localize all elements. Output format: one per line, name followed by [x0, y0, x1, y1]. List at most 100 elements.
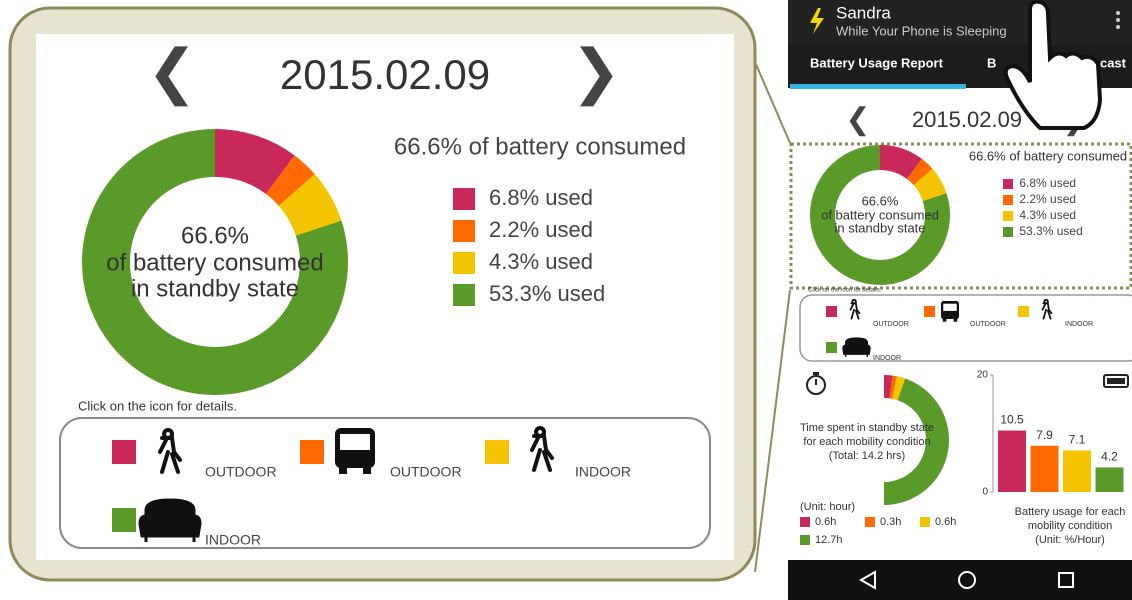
- caption: (Unit: %/Hour): [1035, 534, 1105, 546]
- mobility-label: INDOOR: [575, 464, 631, 480]
- donut-segment: [278, 174, 342, 236]
- bus-window: [943, 303, 957, 311]
- bus-wheel: [339, 466, 347, 474]
- recent-button[interactable]: [1058, 572, 1074, 588]
- donut-segment: [82, 129, 348, 395]
- stopwatch-icon: [806, 372, 826, 395]
- legend-swatch: [453, 252, 475, 274]
- mobility-label: INDOOR: [205, 532, 261, 548]
- bar-label: 4.2: [1101, 450, 1118, 464]
- mobility-swatch: [300, 440, 324, 464]
- walk-icon: [158, 428, 182, 474]
- hint: Click on the icon for details.: [78, 398, 237, 413]
- sofa-icon: [138, 498, 202, 542]
- center-label: of battery consumed: [821, 207, 939, 222]
- hand-pointer: [1003, 0, 1103, 130]
- chart-title: for each mobility condition: [803, 436, 930, 448]
- mobility-swatch: [826, 306, 837, 317]
- bar-label: 7.1: [1069, 433, 1086, 447]
- bar: [1030, 445, 1059, 492]
- chart-title: 66.6% of battery consumed: [394, 133, 686, 160]
- date: 2015.02.09: [280, 51, 490, 98]
- bar: [1095, 467, 1124, 492]
- bus-window: [340, 434, 370, 450]
- legend-label: 2.2% used: [489, 217, 593, 242]
- mobility-swatch: [924, 306, 935, 317]
- legend-swatch: [1003, 195, 1013, 205]
- mobility-swatch: [112, 440, 136, 464]
- bus-wheel: [363, 466, 371, 474]
- legend-swatch: [865, 517, 875, 527]
- tab[interactable]: cast: [1100, 55, 1127, 70]
- donut-segment: [215, 129, 295, 194]
- app-name: Sandra: [836, 3, 891, 22]
- tab[interactable]: B: [987, 55, 996, 70]
- chart-title: 66.6% of battery consumed: [969, 148, 1127, 163]
- donut-segment: [906, 158, 933, 186]
- sofa-icon: [842, 337, 871, 357]
- battery-icon: [1103, 374, 1129, 388]
- zoom-line: [754, 289, 791, 573]
- mobility-label: INDOOR: [1065, 321, 1093, 328]
- legend-swatch: [1003, 211, 1013, 221]
- mobility-label: INDOOR: [873, 355, 901, 362]
- legend-swatch: [800, 517, 810, 527]
- prev-chevron[interactable]: ❮: [147, 38, 197, 107]
- bar: [998, 430, 1026, 492]
- center-label: 66.6%: [862, 193, 899, 208]
- mobility-swatch: [826, 342, 837, 353]
- donut-segment: [892, 376, 906, 401]
- zoom-frame: [789, 142, 1132, 290]
- center-label: in standby state: [131, 275, 299, 302]
- mobility-label: OUTDOOR: [205, 464, 277, 480]
- tab-indicator: [790, 84, 966, 89]
- walk-icon: [530, 426, 554, 472]
- caption: mobility condition: [1028, 520, 1112, 532]
- legend: 6.8% used 2.2% used 4.3% used 53.3% used: [453, 185, 605, 306]
- donut-segment: [913, 168, 947, 202]
- walk-icon: [849, 298, 861, 320]
- bar-label: 10.5: [1000, 413, 1024, 427]
- legend: 6.8% used 2.2% used 4.3% used 53.3% used: [1003, 176, 1083, 238]
- center-label: in standby state: [834, 220, 925, 235]
- legend-swatch: [1003, 227, 1013, 237]
- donut-segment: [880, 145, 922, 179]
- y-tick-label: 0: [982, 487, 988, 498]
- legend-label: 53.3% used: [489, 281, 605, 306]
- usage-chart: 0 20 10.5 7.9 7.1 4.2: [977, 370, 1124, 498]
- chart-title: (Total: 14.2 hrs): [829, 450, 905, 462]
- donut-segment: [809, 145, 950, 286]
- legend-label: 0.3h: [880, 516, 901, 528]
- app-icon: [810, 8, 824, 34]
- mobility-icons[interactable]: OUTDOOR OUTDOOR INDOOR INDOOR: [826, 298, 1093, 362]
- mobility-swatch: [112, 508, 136, 532]
- home-button[interactable]: [958, 571, 976, 589]
- mobility-swatch: [1018, 306, 1029, 317]
- mobility-label: OUTDOOR: [873, 321, 909, 328]
- app-subtitle: While Your Phone is Sleeping: [836, 23, 1007, 38]
- legend-label: 6.8% used: [489, 185, 593, 210]
- y-tick-label: 20: [977, 370, 989, 381]
- mobility-swatch: [485, 440, 509, 464]
- bar: [1063, 450, 1091, 492]
- prev-chevron[interactable]: ❮: [845, 103, 870, 137]
- mobility-icons[interactable]: OUTDOOR OUTDOOR INDOOR INDOOR: [112, 426, 631, 548]
- legend-label: 2.2% used: [1019, 192, 1076, 206]
- donut-segment: [889, 375, 897, 399]
- app-header: [788, 0, 1132, 45]
- consumption-donut: [82, 129, 348, 395]
- legend-swatch: [453, 220, 475, 242]
- legend-label: 4.3% used: [1019, 208, 1076, 222]
- legend-swatch: [453, 188, 475, 210]
- legend-label: 53.3% used: [1019, 224, 1082, 238]
- tab[interactable]: Battery Usage Report: [810, 55, 944, 70]
- bus-wheel: [953, 318, 958, 322]
- back-button[interactable]: [858, 570, 876, 590]
- center-label: of battery consumed: [106, 249, 323, 276]
- next-chevron[interactable]: ❯: [571, 38, 621, 107]
- legend-swatch: [1003, 179, 1013, 189]
- donut-segment: [265, 155, 315, 206]
- time-chart: [884, 375, 950, 505]
- donut-segment: [884, 378, 950, 505]
- mobility-label: OUTDOOR: [970, 321, 1006, 328]
